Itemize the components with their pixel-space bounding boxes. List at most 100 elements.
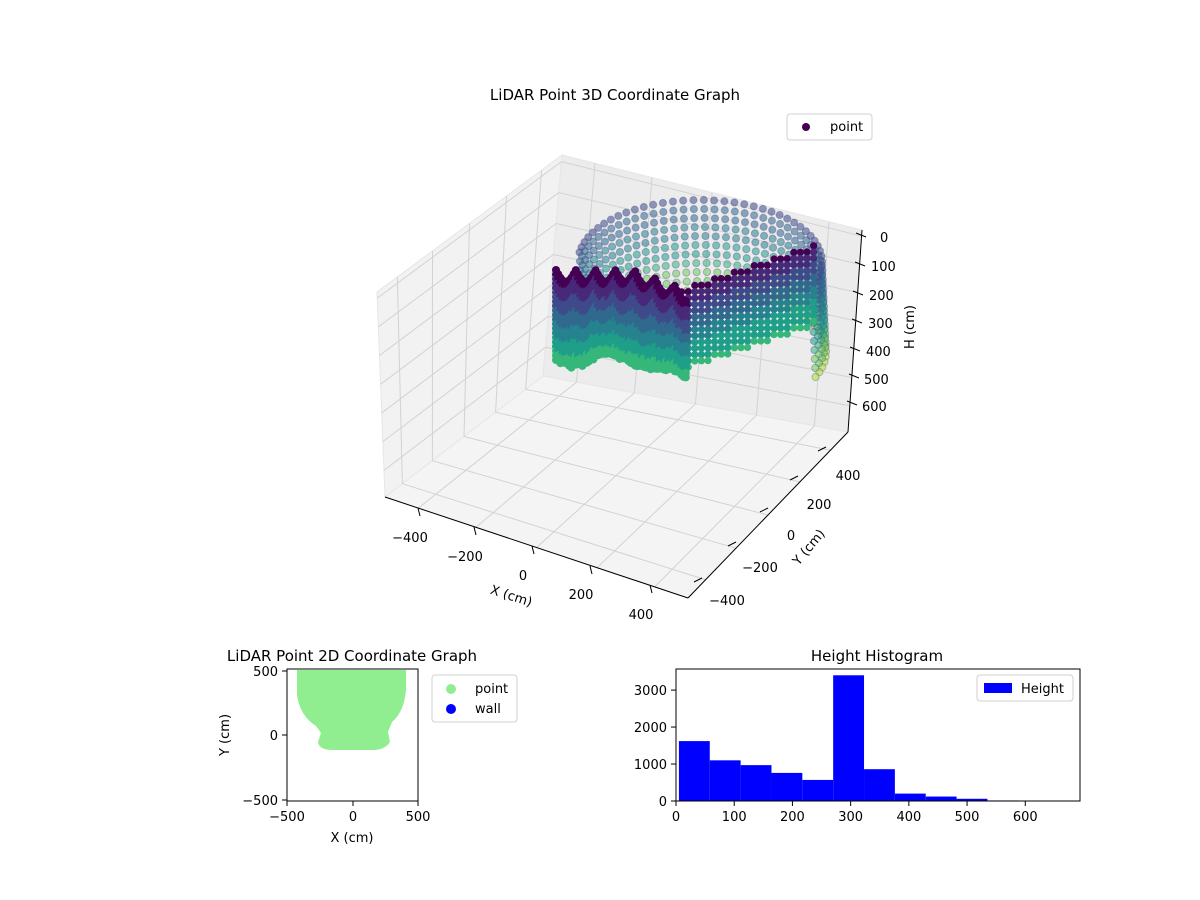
data-point-3d: [671, 251, 680, 260]
data-point-3d: [649, 209, 658, 218]
data-point-3d: [751, 247, 760, 256]
grid-line: [379, 223, 557, 356]
grid-line: [402, 483, 706, 581]
data-point-3d: [783, 273, 791, 282]
histogram-bars: [678, 675, 1080, 801]
data-point-3d: [730, 337, 739, 346]
data-point-3d: [622, 208, 631, 217]
data-point-3d: [651, 245, 660, 254]
data-point-3d: [740, 218, 750, 227]
data-point-3d: [691, 281, 699, 289]
data-point-3d: [623, 235, 632, 244]
data-point-3d: [697, 294, 706, 302]
data-point-3d: [717, 300, 725, 308]
data-point-3d: [595, 250, 604, 260]
data-point-3d: [731, 216, 740, 225]
data-point-3d: [803, 298, 811, 306]
data-point-3d: [757, 287, 765, 295]
data-point-3d: [768, 234, 777, 243]
data-point-3d: [750, 274, 758, 282]
data-point-3d: [724, 274, 732, 282]
data-point-3d: [810, 267, 818, 275]
data-point-3d: [691, 294, 699, 302]
grid-line: [463, 223, 470, 437]
data-point-3d: [680, 223, 689, 232]
y-tick-label: 0: [659, 795, 667, 810]
data-point-3d: [810, 311, 818, 319]
data-point-3d: [757, 268, 765, 276]
data-point-3d: [691, 332, 699, 340]
data-point-3d: [661, 261, 670, 271]
data-point-3d: [691, 249, 700, 259]
histogram-frame: [675, 668, 1081, 802]
z-tick-label: 100: [871, 260, 896, 275]
data-point-3d: [750, 287, 758, 295]
data-point-3d: [803, 286, 811, 294]
data-point-3d: [783, 232, 793, 241]
data-point-3d: [642, 256, 651, 266]
data-point-3d: [777, 324, 785, 332]
data-point-3d: [783, 267, 791, 275]
legend-3d-label: point: [830, 120, 863, 135]
data-point-3d: [607, 233, 616, 242]
data-point-3d: [668, 197, 678, 206]
data-point-3d: [691, 313, 699, 321]
data-point-3d: [737, 287, 745, 295]
data-point-3d: [783, 214, 792, 223]
data-point-3d: [711, 275, 719, 283]
data-point-3d: [717, 350, 725, 358]
data-point-3d: [649, 200, 658, 209]
data-point-3d: [744, 318, 752, 326]
grid-line: [756, 207, 773, 416]
data-point-3d: [689, 195, 698, 205]
data-point-3d: [790, 267, 798, 275]
data-point-3d: [702, 249, 711, 259]
data-point-3d: [790, 292, 798, 301]
data-point-3d: [777, 305, 785, 313]
data-point-3d: [584, 251, 594, 260]
legend-3d-box: [786, 113, 873, 141]
data-point-3d: [783, 299, 791, 307]
data-point-3d: [616, 256, 625, 266]
legend-histogram-box: [976, 674, 1074, 702]
data-point-3d: [737, 337, 745, 345]
data-point-3d: [767, 207, 776, 216]
data-point-3d: [757, 318, 765, 326]
data-point-3d: [750, 299, 758, 307]
data-point-3d: [631, 223, 640, 232]
data-point-3d: [606, 215, 616, 224]
data-point-3d: [721, 233, 731, 242]
data-point-3d: [650, 227, 659, 236]
data-point-3d: [796, 311, 805, 319]
data-point-3d: [737, 281, 745, 289]
data-point-3d: [796, 292, 805, 300]
data-point-3d: [717, 275, 725, 283]
data-point-3d: [803, 248, 811, 256]
legend-histogram-swatch: [984, 683, 1012, 693]
data-point-3d: [624, 262, 633, 271]
y-tick-label: 500: [253, 665, 278, 680]
data-point-3d: [704, 294, 712, 302]
data-point-3d: [724, 331, 732, 339]
data-point-3d: [704, 338, 712, 346]
x-tick-label: 200: [569, 588, 594, 603]
data-point-3d: [704, 281, 712, 289]
data-point-3d: [691, 307, 699, 315]
data-point-3d: [750, 312, 758, 320]
data-point-3d: [777, 318, 785, 326]
data-point-3d: [757, 299, 765, 307]
data-point-3d: [730, 344, 739, 352]
data-point-3d: [710, 196, 719, 205]
data-point-3d: [732, 252, 741, 261]
data-point-3d: [803, 279, 811, 288]
data-point-3d: [724, 344, 732, 352]
chart-histogram: Height Histogram 0 100 200 300 400 500 600 0 10…: [634, 647, 1081, 825]
data-point-3d: [630, 205, 639, 214]
data-point-3d: [757, 331, 765, 339]
data-point-3d: [783, 292, 791, 300]
data-point-3d: [589, 255, 599, 264]
data-point-3d: [704, 357, 712, 365]
data-point-3d: [730, 198, 739, 207]
data-point-3d: [697, 281, 706, 289]
data-point-3d: [790, 261, 798, 269]
